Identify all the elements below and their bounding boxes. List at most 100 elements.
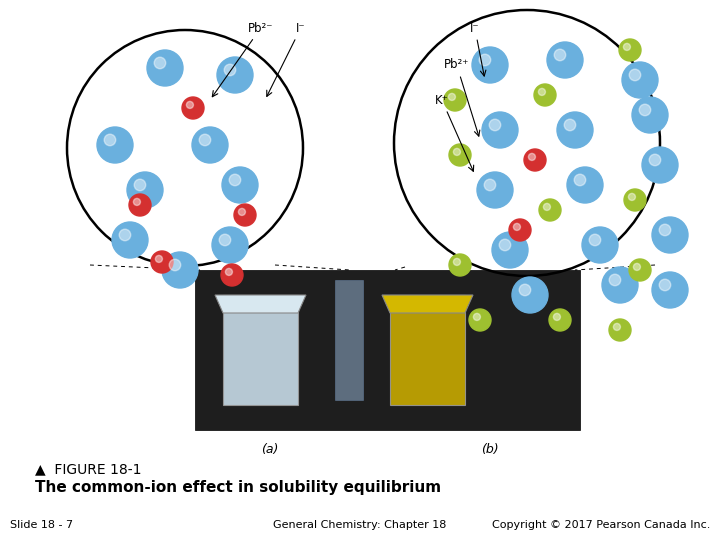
Circle shape xyxy=(449,144,471,166)
Bar xyxy=(195,270,580,430)
Circle shape xyxy=(199,134,211,146)
Circle shape xyxy=(484,179,495,191)
Circle shape xyxy=(147,50,183,86)
Circle shape xyxy=(554,49,566,60)
Circle shape xyxy=(169,259,181,271)
Text: I⁻: I⁻ xyxy=(267,22,305,97)
Circle shape xyxy=(539,199,561,221)
Circle shape xyxy=(129,194,151,216)
Circle shape xyxy=(162,252,198,288)
Circle shape xyxy=(97,127,133,163)
Circle shape xyxy=(134,179,145,191)
Text: Pb²⁺: Pb²⁺ xyxy=(444,58,480,136)
Text: Copyright © 2017 Pearson Canada Inc.: Copyright © 2017 Pearson Canada Inc. xyxy=(492,520,710,530)
Circle shape xyxy=(449,254,471,276)
Text: Pb²⁻: Pb²⁻ xyxy=(212,22,274,97)
Circle shape xyxy=(477,172,513,208)
Circle shape xyxy=(469,309,491,331)
Circle shape xyxy=(575,174,586,186)
Circle shape xyxy=(629,193,636,200)
Circle shape xyxy=(509,219,531,241)
Circle shape xyxy=(222,167,258,203)
Circle shape xyxy=(480,54,491,66)
Polygon shape xyxy=(215,295,306,313)
Circle shape xyxy=(454,148,461,156)
Circle shape xyxy=(221,264,243,286)
Circle shape xyxy=(624,43,631,50)
Circle shape xyxy=(642,147,678,183)
Circle shape xyxy=(549,309,571,331)
Text: ▲  FIGURE 18-1: ▲ FIGURE 18-1 xyxy=(35,462,142,476)
Circle shape xyxy=(660,224,671,236)
Circle shape xyxy=(582,227,618,263)
Circle shape xyxy=(474,313,480,320)
Circle shape xyxy=(182,97,204,119)
Circle shape xyxy=(234,204,256,226)
Circle shape xyxy=(589,234,600,246)
Text: The common-ion effect in solubility equilibrium: The common-ion effect in solubility equi… xyxy=(35,480,441,495)
Circle shape xyxy=(557,112,593,148)
Circle shape xyxy=(186,102,194,109)
Circle shape xyxy=(454,259,461,266)
Bar xyxy=(390,295,465,405)
Circle shape xyxy=(602,267,638,303)
Circle shape xyxy=(238,208,246,215)
Circle shape xyxy=(609,319,631,341)
Text: General Chemistry: Chapter 18: General Chemistry: Chapter 18 xyxy=(274,520,446,530)
Circle shape xyxy=(512,277,548,313)
Circle shape xyxy=(444,89,466,111)
Bar xyxy=(223,295,298,405)
Circle shape xyxy=(567,167,603,203)
Circle shape xyxy=(613,323,621,330)
Text: K⁺: K⁺ xyxy=(435,93,474,171)
Circle shape xyxy=(513,224,521,231)
Circle shape xyxy=(534,84,556,106)
Circle shape xyxy=(528,153,536,160)
Circle shape xyxy=(449,93,456,100)
Circle shape xyxy=(629,259,651,281)
Circle shape xyxy=(492,232,528,268)
Circle shape xyxy=(639,104,651,116)
Circle shape xyxy=(120,229,131,241)
Circle shape xyxy=(539,89,546,96)
Circle shape xyxy=(524,149,546,171)
Circle shape xyxy=(554,313,560,320)
Circle shape xyxy=(225,268,233,275)
Circle shape xyxy=(622,62,658,98)
Circle shape xyxy=(229,174,240,186)
Circle shape xyxy=(624,189,646,211)
Circle shape xyxy=(192,127,228,163)
Circle shape xyxy=(652,217,688,253)
Circle shape xyxy=(133,198,140,205)
Circle shape xyxy=(544,204,550,211)
Circle shape xyxy=(212,227,248,263)
Text: (b): (b) xyxy=(481,443,499,456)
Circle shape xyxy=(519,284,531,296)
Circle shape xyxy=(634,264,641,271)
Polygon shape xyxy=(382,295,473,313)
Circle shape xyxy=(104,134,116,146)
Circle shape xyxy=(649,154,661,166)
Circle shape xyxy=(156,255,163,262)
Text: (a): (a) xyxy=(261,443,279,456)
Circle shape xyxy=(472,47,508,83)
Circle shape xyxy=(629,69,641,80)
Circle shape xyxy=(547,42,583,78)
Circle shape xyxy=(482,112,518,148)
Circle shape xyxy=(219,234,230,246)
Circle shape xyxy=(217,57,253,93)
Circle shape xyxy=(652,272,688,308)
Circle shape xyxy=(619,39,641,61)
Circle shape xyxy=(112,222,148,258)
Circle shape xyxy=(499,239,510,251)
Circle shape xyxy=(632,97,668,133)
Bar xyxy=(335,280,363,400)
Circle shape xyxy=(127,172,163,208)
Circle shape xyxy=(151,251,173,273)
Circle shape xyxy=(489,119,500,131)
Text: Slide 18 - 7: Slide 18 - 7 xyxy=(10,520,73,530)
Circle shape xyxy=(224,64,235,76)
Circle shape xyxy=(564,119,576,131)
Text: I⁻: I⁻ xyxy=(470,22,486,76)
Circle shape xyxy=(660,279,671,291)
